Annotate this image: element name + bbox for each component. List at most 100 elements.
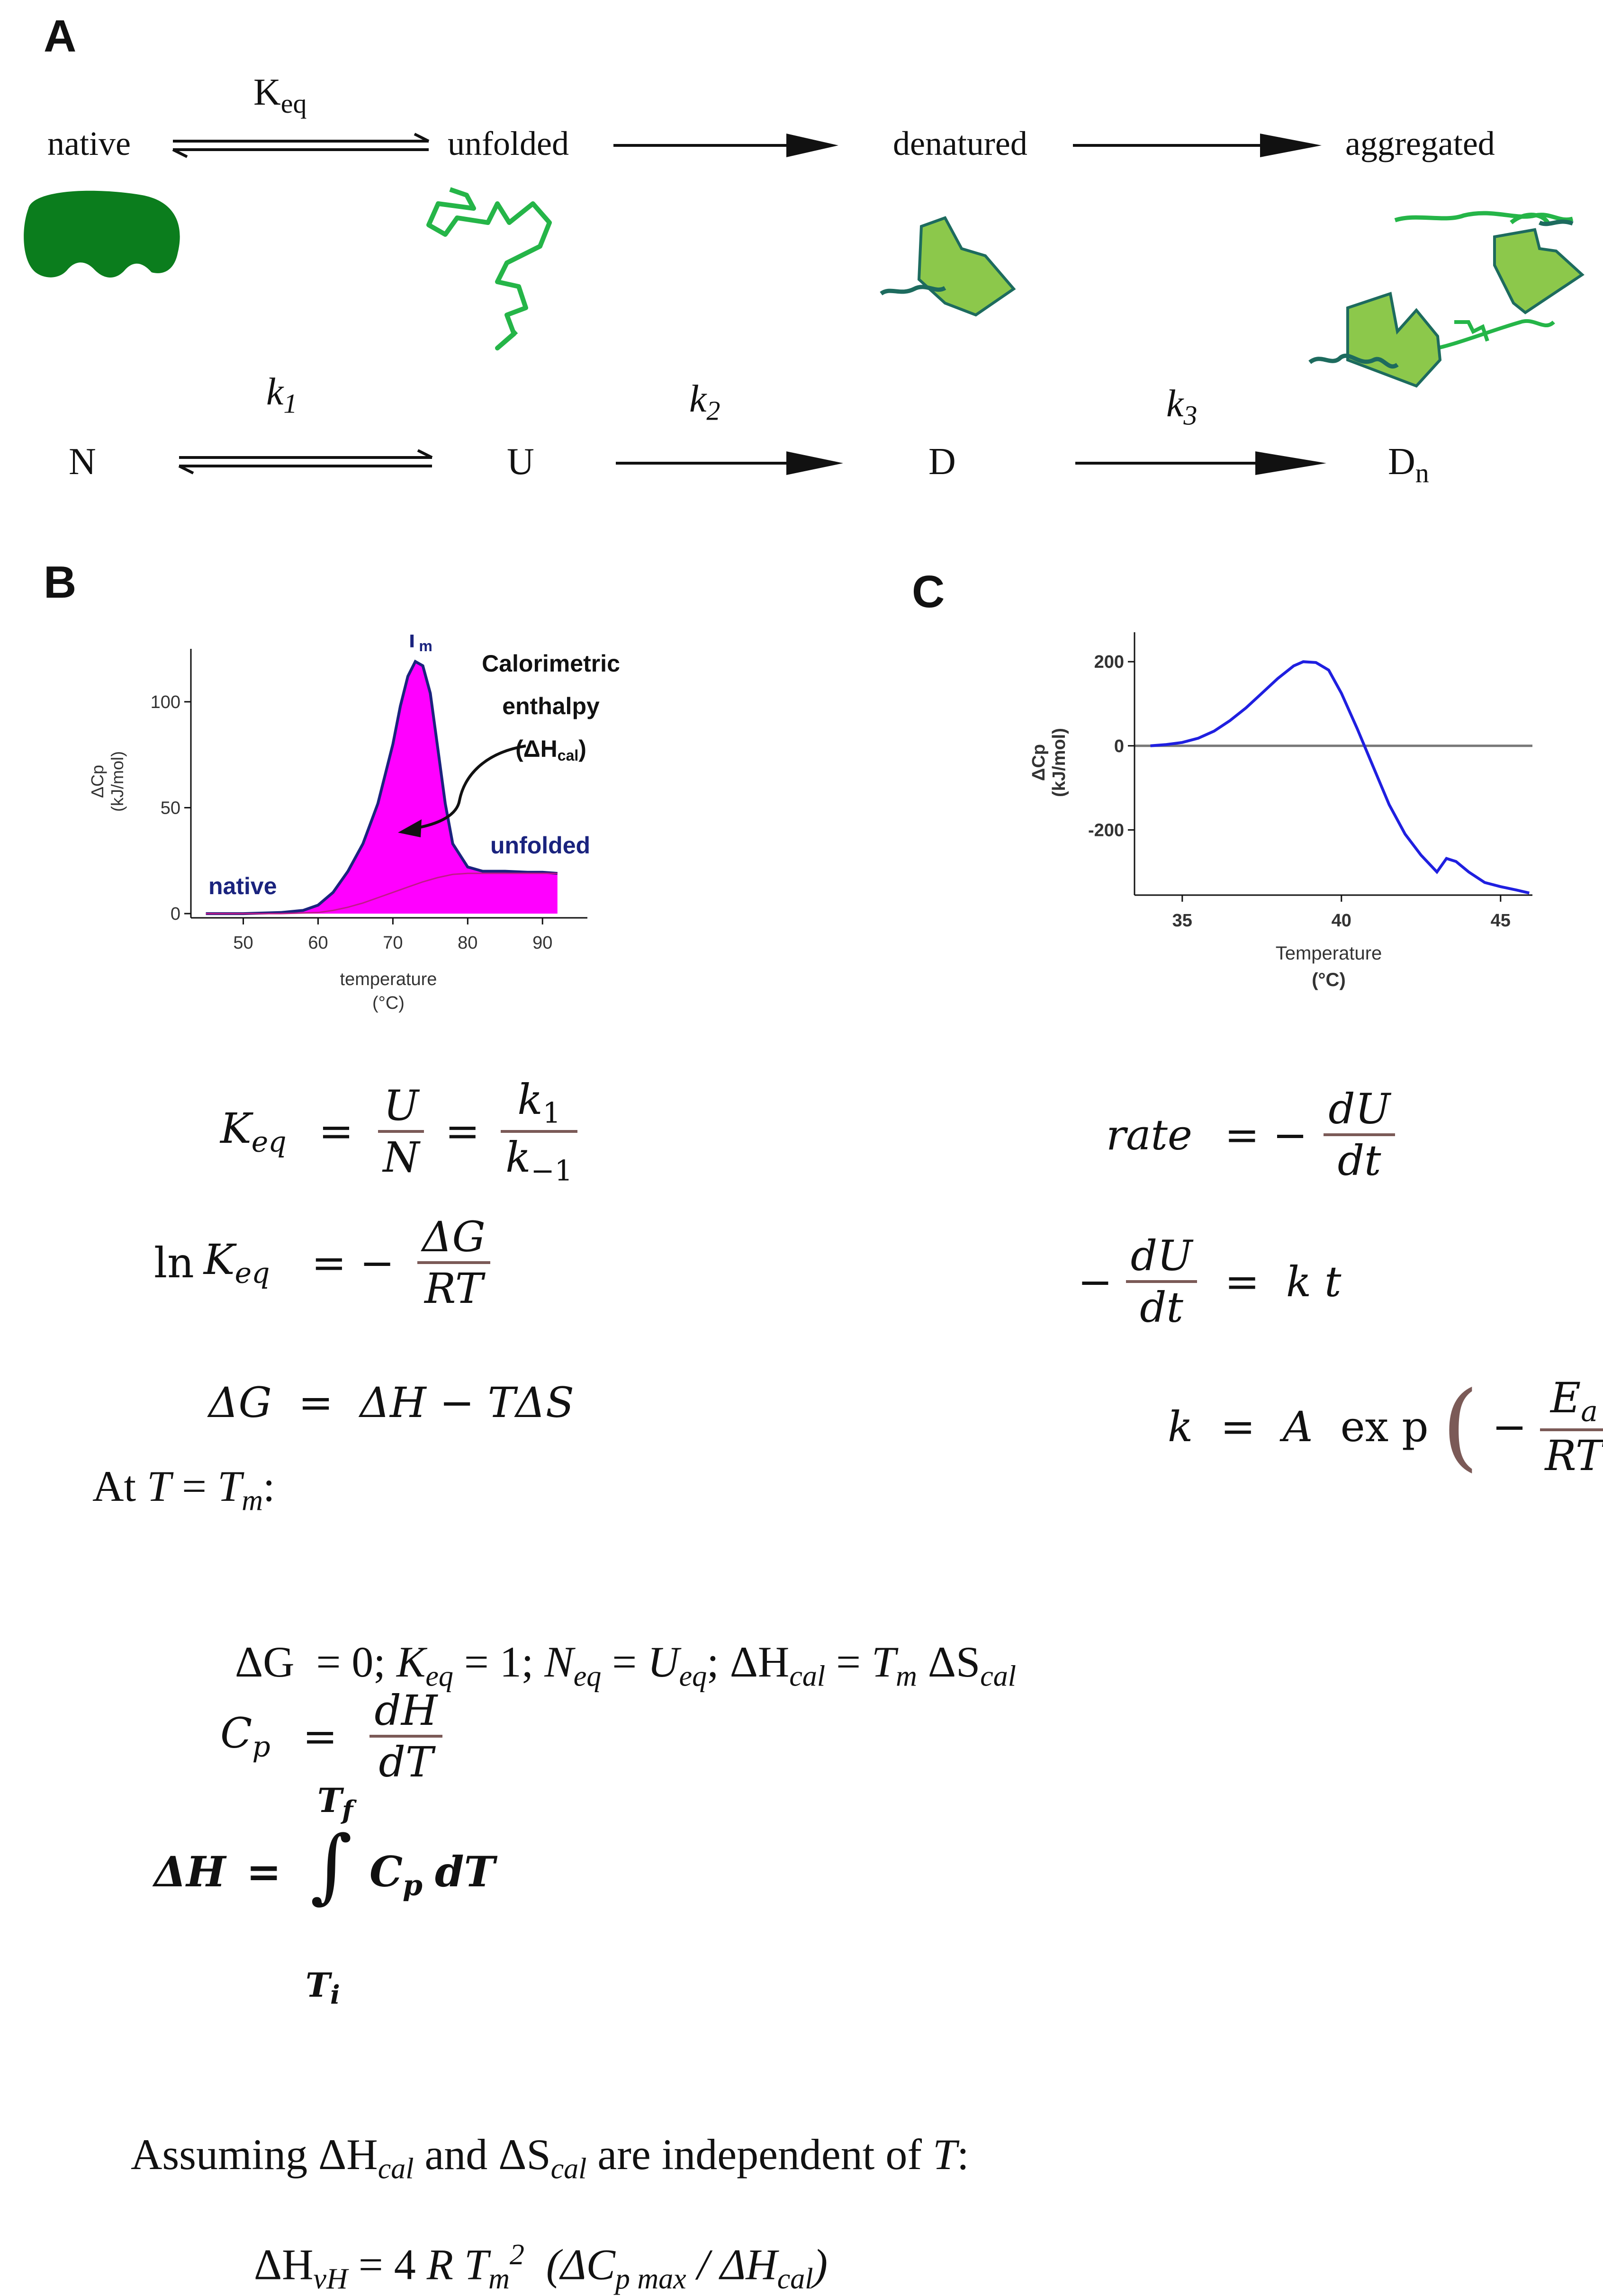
eq-cp-lhs: Cp — [220, 1709, 270, 1764]
eq-int-lower-t: T — [306, 1965, 331, 2005]
eq-du-frac: dU dt — [1126, 1231, 1198, 1332]
e9-p4: / ΔH — [686, 2240, 777, 2289]
eq-int-upper-sub: f — [342, 1795, 353, 1825]
e9-p1: ΔH — [253, 2240, 314, 2289]
eq-int-upper: Tf — [317, 1781, 353, 1825]
state-Dn: Dn — [1388, 440, 1429, 489]
eq-lnkeq-k-sub: eq — [234, 1256, 270, 1290]
eq-keq-frac1-num: U — [383, 1081, 419, 1130]
eq-int-dt: dT — [435, 1847, 495, 1896]
eq-arr-e: E — [1550, 1373, 1581, 1422]
chart-b-xlabel-2: (°C) — [372, 993, 405, 1013]
eq-rate-den: dt — [1324, 1133, 1395, 1185]
e5-n: N — [544, 1638, 574, 1686]
eq-lnkeq: ln Keq = − ΔG RT — [154, 1212, 490, 1313]
e5-h-sub: cal — [789, 1660, 826, 1693]
chart-b-ylabel-2: (kJ/mol) — [108, 751, 127, 812]
eq-du-minus: − — [1078, 1257, 1113, 1306]
eq-keq-sub: eq — [251, 1125, 287, 1159]
arrow-denatured-to-aggregated — [1073, 134, 1322, 157]
eq-int-upper-t: T — [317, 1781, 342, 1820]
chart-b-total-area — [206, 661, 558, 914]
eq-arr-eq: = — [1220, 1402, 1256, 1451]
eq-cp-den: dT — [369, 1735, 442, 1786]
eq-rate: rate = − dU dt — [1106, 1085, 1395, 1185]
chart-b-baseline — [206, 872, 558, 915]
eq-keq-km1-sub: −1 — [531, 1154, 573, 1188]
state-Dn-symbol: D — [1388, 441, 1415, 483]
chart-b-annotation-2: enthalpy — [502, 693, 600, 719]
e9-p2: = 4 — [347, 2240, 427, 2289]
eq-lnkeq-den: RT — [417, 1261, 490, 1313]
eq-cp: Cp = dH dT — [220, 1686, 442, 1786]
eq-arr-a: A — [1283, 1402, 1313, 1451]
arrow-U-to-D — [616, 451, 843, 475]
eq-at-Tm: T — [217, 1462, 242, 1510]
eq-rate-lhs: rate — [1106, 1110, 1192, 1159]
eq-keq-lhs: Keq — [220, 1104, 287, 1159]
state-unfolded: unfolded — [448, 125, 569, 162]
e5-u: U — [648, 1638, 679, 1686]
chart-b-tm-label: Tm — [405, 635, 432, 655]
eq-lnkeq-eq: = − — [311, 1238, 395, 1287]
chart-c-xlabel-2: (°C) — [1312, 969, 1346, 990]
eq-keq-k: K — [220, 1103, 252, 1153]
denatured-protein-shape — [880, 216, 1016, 317]
e5-n-sub: eq — [573, 1660, 602, 1693]
e9-r: R — [426, 2240, 453, 2289]
chart-b-annotation-1: Calorimetric — [482, 650, 620, 677]
e9-p5: ) — [813, 2240, 828, 2289]
e9-p3: (ΔC — [524, 2240, 615, 2289]
annot-dh-end: ) — [578, 735, 586, 762]
keq-label: Keq — [253, 71, 307, 119]
k1-subscript: 1 — [283, 388, 297, 419]
panel-c-label: C — [912, 566, 945, 617]
eq-at-Tm-sub: m — [242, 1484, 263, 1517]
keq-symbol: K — [253, 72, 281, 113]
chart-b-xtick-label: 50 — [233, 933, 253, 953]
k3-symbol: k — [1166, 382, 1184, 425]
k1-symbol: k — [266, 370, 284, 413]
eq-du-num: dU — [1130, 1231, 1193, 1280]
e9-tsub: m — [488, 2263, 510, 2296]
chart-c-xtick-label: 45 — [1491, 911, 1511, 931]
e5-p2: = 0; — [294, 1638, 396, 1686]
chart-b-unfolded-label: unfolded — [490, 832, 590, 859]
e5-p6: = — [825, 1638, 872, 1686]
eq-arr-exp: ex p — [1340, 1402, 1429, 1451]
chart-b-ytick-label: 0 — [171, 904, 180, 924]
eq-at-tm: At T = Tm: — [92, 1461, 275, 1517]
eq-lnkeq-k-sym: K — [203, 1235, 235, 1284]
chart-b-ytick-label: 100 — [151, 692, 180, 712]
e5-dg: ΔG — [234, 1638, 295, 1686]
chart-b: 50 60 70 80 90 0 50 100 ΔCp (kJ/mol) temperatur… — [88, 635, 620, 1013]
e9-sub3: cal — [777, 2263, 813, 2296]
chart-c-ytick-label: 200 — [1094, 652, 1124, 672]
e5-t-sub: m — [896, 1660, 917, 1693]
eq-arr-den: RT — [1540, 1428, 1603, 1480]
e9-sub1: vH — [313, 2263, 348, 2296]
eq-at-colon: : — [263, 1462, 275, 1510]
e5-k: K — [396, 1638, 426, 1686]
eq-keq-frac1-den: N — [378, 1130, 424, 1182]
state-Dn-subscript: n — [1415, 457, 1429, 488]
eq-du-rhs: = k t — [1225, 1257, 1342, 1306]
chart-b-xtick-label: 90 — [532, 933, 552, 953]
eq-du-dt: − dU dt = k t — [1078, 1231, 1342, 1332]
eq-keq-k1: k — [517, 1075, 543, 1124]
chart-c-ylabel-1: ΔCp — [1029, 744, 1049, 781]
chart-c-xtick-label: 35 — [1172, 911, 1192, 931]
eq-rate-frac: dU dt — [1324, 1085, 1395, 1185]
eq-int-c-sub: p — [403, 1869, 423, 1902]
state-N: N — [69, 441, 96, 483]
chart-b-annotation-3: (ΔHcal) — [515, 735, 586, 764]
e5-p5: ; ΔH — [707, 1638, 790, 1686]
eq-keq-frac2-num: k1 — [501, 1075, 577, 1130]
eq-int-lhs: ΔH — [154, 1847, 226, 1896]
chart-b-ylabel-1: ΔCp — [88, 765, 107, 798]
rate-k1: k1 — [266, 369, 297, 419]
annot-dh-sub: cal — [558, 747, 578, 764]
